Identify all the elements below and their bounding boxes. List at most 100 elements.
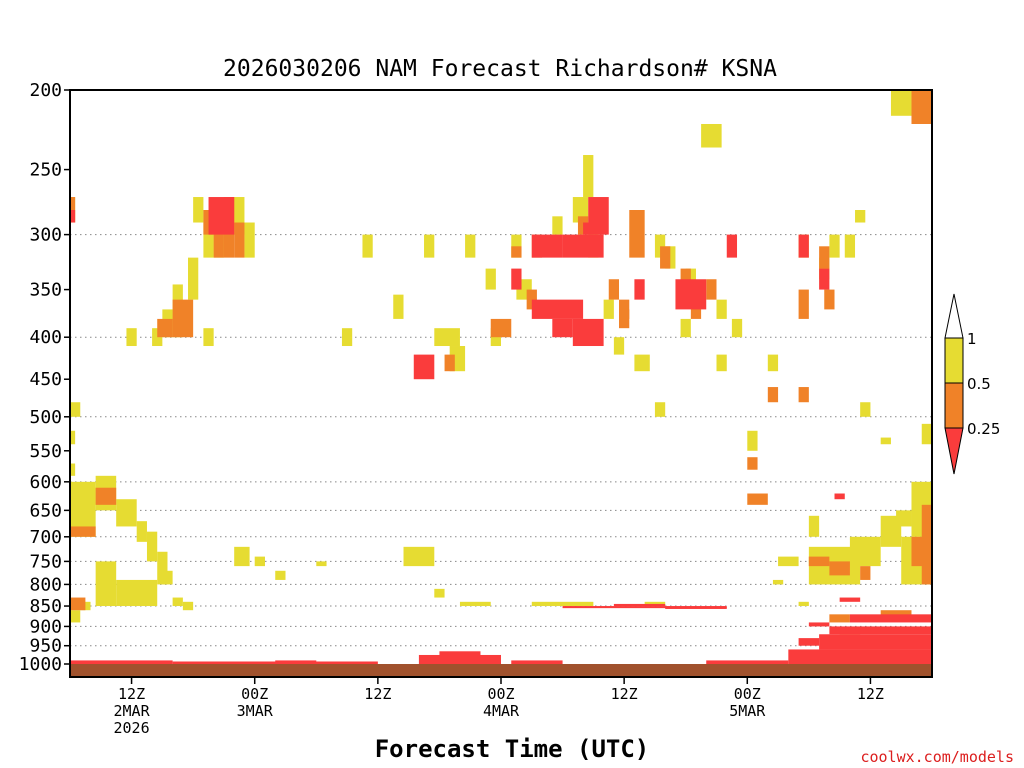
ri-cell <box>116 579 158 607</box>
x-tick-label: 12Z <box>857 685 884 703</box>
ri-cell <box>531 601 594 607</box>
ri-cell <box>788 649 932 664</box>
ri-cell <box>588 197 609 235</box>
ri-cell <box>213 222 224 258</box>
ri-cell <box>726 234 738 258</box>
ri-cell <box>629 210 645 258</box>
ri-cell <box>562 606 727 609</box>
ri-cell <box>619 299 630 319</box>
x-tick-label: 4MAR <box>483 702 520 720</box>
ri-cell <box>747 493 768 505</box>
ri-cell <box>896 510 912 527</box>
ri-cell <box>70 597 86 611</box>
ri-cell <box>680 268 691 290</box>
credit-link[interactable]: coolwx.com/models <box>860 748 1014 766</box>
x-tick-label: 5MAR <box>729 702 766 720</box>
x-tick-label: 2MAR <box>114 702 151 720</box>
ground-surface-band <box>70 664 932 677</box>
x-tick-label: 2026 <box>114 719 150 737</box>
ri-cell <box>526 289 537 310</box>
ri-cell <box>660 246 671 269</box>
ri-cell <box>716 299 727 319</box>
ri-cell <box>860 402 871 417</box>
ri-cell <box>244 222 255 258</box>
x-tick-label: 00Z <box>734 685 761 703</box>
ri-cell <box>778 556 799 567</box>
ri-cell <box>798 638 820 646</box>
ri-cell <box>834 493 845 500</box>
x-tick-label: 12Z <box>611 685 638 703</box>
ri-cell <box>808 556 830 567</box>
ri-cell <box>531 299 584 319</box>
ri-cell <box>716 354 727 372</box>
ri-cell <box>644 601 666 607</box>
ri-cell <box>911 90 932 124</box>
ri-cell <box>208 197 235 235</box>
ri-cell <box>70 197 76 223</box>
ri-cell <box>203 222 214 258</box>
y-tick-label: 850 <box>29 596 62 617</box>
ri-cell <box>829 561 850 576</box>
ri-cell <box>849 614 932 623</box>
ri-cell <box>603 299 614 319</box>
ri-cell <box>921 423 932 445</box>
ri-cell <box>316 561 327 567</box>
y-tick-label: 300 <box>29 225 62 246</box>
y-tick-label: 500 <box>29 407 62 428</box>
ri-cell <box>829 234 840 258</box>
colorbar-label: 0.5 <box>967 375 991 393</box>
ri-cell <box>849 536 881 567</box>
ri-cell <box>70 210 76 223</box>
plot-frame <box>69 89 933 678</box>
ri-cell <box>95 561 117 607</box>
y-axis-ticks: 200 250 300 350 400 450 500 550 600 650 700 7508008… <box>19 80 70 675</box>
x-tick-label: 12Z <box>364 685 391 703</box>
ri-cell <box>824 289 835 310</box>
ri-cell <box>675 279 707 310</box>
ri-cell <box>136 521 147 542</box>
ri-cell <box>819 246 830 269</box>
ri-cell <box>511 268 522 290</box>
ri-cell <box>70 463 76 476</box>
y-tick-label: 950 <box>29 636 62 657</box>
ri-cell <box>634 354 650 372</box>
ri-cell <box>193 197 204 223</box>
ri-cell <box>418 654 501 664</box>
chart-title: 2026030206 NAM Forecast Richardson# KSNA <box>223 56 777 82</box>
colorbar-segment <box>944 382 964 429</box>
richardson-cells <box>70 90 932 664</box>
ri-cell <box>70 526 96 537</box>
ri-cell <box>829 614 850 623</box>
ri-cell <box>531 234 563 258</box>
ri-cell <box>583 155 594 198</box>
ri-cell <box>706 279 717 300</box>
ri-cell <box>403 546 435 567</box>
ri-cell <box>393 294 404 319</box>
ri-cell <box>172 597 183 607</box>
ri-cell <box>808 515 820 537</box>
ri-cell <box>511 660 563 664</box>
ri-cell <box>413 354 435 380</box>
ri-cell <box>798 234 809 258</box>
colorbar-label: 0.25 <box>967 420 1000 438</box>
ri-cell <box>157 551 168 585</box>
ri-cell <box>572 318 604 347</box>
ri-cell <box>490 318 512 338</box>
ri-cell <box>70 402 81 417</box>
ri-cell <box>162 570 173 585</box>
ri-cell <box>665 607 727 609</box>
ri-cell <box>424 234 435 258</box>
ri-cell <box>234 222 245 258</box>
x-tick-label: 00Z <box>487 685 514 703</box>
ri-cell <box>911 536 932 567</box>
ri-cell <box>188 257 199 300</box>
ri-cell <box>182 601 194 611</box>
ri-cell <box>434 588 445 598</box>
colorbar-under-arrow <box>944 427 964 475</box>
ri-cell <box>562 234 604 258</box>
ri-cell <box>772 579 784 585</box>
y-tick-label: 900 <box>29 616 62 637</box>
y-tick-label: 600 <box>29 472 62 493</box>
ri-cell <box>70 430 76 445</box>
x-tick-label: 12Z <box>118 685 145 703</box>
